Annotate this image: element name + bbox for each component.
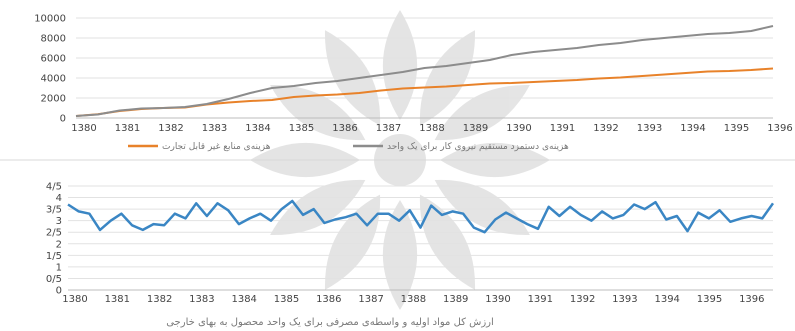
y-tick-label: 4: [56, 193, 62, 204]
y-tick-label: 0: [60, 114, 66, 125]
bottom-value-chart: 00/511/522/533/544/5 1380 1381 1382 1383 1384…: [46, 182, 775, 305]
x-tick-label: 1396: [767, 123, 792, 134]
x-tick-label: 1387: [358, 294, 383, 305]
y-tick-label: 4/5: [46, 182, 62, 193]
watermark-petal: [270, 179, 366, 236]
x-tick-label: 1381: [115, 123, 140, 134]
y-tick-label: 8000: [41, 34, 66, 45]
watermark-petal: [270, 84, 366, 141]
watermark-petal: [434, 179, 530, 236]
y-tick-label: 6000: [41, 54, 66, 65]
x-tick-label: 1389: [463, 123, 488, 134]
top-chart-legend: هزینه‌ی منابع غیر قابل تجارت هزینه‌ی دستم…: [128, 142, 569, 152]
x-tick-label: 1383: [202, 123, 227, 134]
x-tick-label: 1387: [376, 123, 401, 134]
x-tick-label: 1390: [506, 123, 531, 134]
x-tick-label: 1385: [289, 123, 314, 134]
watermark-petal: [419, 194, 476, 290]
x-tick-label: 1396: [739, 294, 764, 305]
y-tick-label: 0/5: [46, 274, 62, 285]
x-tick-label: 1392: [593, 123, 618, 134]
x-tick-label: 1394: [654, 294, 679, 305]
x-tick-label: 1385: [274, 294, 299, 305]
x-tick-label: 1382: [147, 294, 172, 305]
y-tick-label: 2: [56, 239, 62, 250]
y-tick-label: 4000: [41, 74, 66, 85]
x-tick-label: 1395: [724, 123, 749, 134]
x-tick-label: 1383: [189, 294, 214, 305]
x-tick-label: 1384: [231, 294, 256, 305]
x-tick-label: 1392: [570, 294, 595, 305]
legend-label: هزینه‌ی منابع غیر قابل تجارت: [162, 142, 271, 152]
top-cost-chart: 0 2000 4000 6000 8000 10000 1380 1381 1382 1383 13…: [34, 14, 793, 153]
x-tick-label: 1380: [62, 294, 87, 305]
y-tick-label: 10000: [34, 14, 66, 25]
y-tick-label: 3: [56, 216, 62, 227]
x-tick-label: 1381: [105, 294, 130, 305]
watermark-petal: [434, 84, 530, 141]
y-tick-label: 2/5: [46, 228, 62, 239]
y-tick-label: 1: [56, 262, 62, 273]
series-line: [67, 199, 775, 234]
x-tick-label: 1386: [316, 294, 341, 305]
y-tick-label: 1/5: [46, 251, 62, 262]
x-tick-label: 1390: [485, 294, 510, 305]
series-line: [75, 67, 774, 117]
x-tick-label: 1393: [637, 123, 662, 134]
chart-caption: ارزش کل مواد اولیه و واسطه‌ی مصرفی برای …: [166, 317, 494, 328]
y-tick-label: 3/5: [46, 205, 62, 216]
x-tick-label: 1391: [528, 294, 553, 305]
x-tick-label: 1384: [245, 123, 270, 134]
series-line: [75, 25, 774, 117]
x-tick-label: 1395: [697, 294, 722, 305]
x-tick-label: 1389: [443, 294, 468, 305]
x-tick-label: 1380: [71, 123, 96, 134]
watermark-petal: [324, 194, 381, 290]
y-tick-label: 2000: [41, 94, 66, 105]
legend-label: هزینه‌ی دستمزد مستقیم نیروی کار برای یک …: [387, 142, 569, 152]
x-tick-label: 1386: [332, 123, 357, 134]
x-tick-label: 1393: [612, 294, 637, 305]
x-tick-label: 1382: [158, 123, 183, 134]
x-tick-label: 1388: [419, 123, 444, 134]
x-tick-label: 1388: [401, 294, 426, 305]
y-tick-label: 0: [56, 286, 62, 297]
x-tick-label: 1391: [550, 123, 575, 134]
x-tick-label: 1394: [680, 123, 705, 134]
